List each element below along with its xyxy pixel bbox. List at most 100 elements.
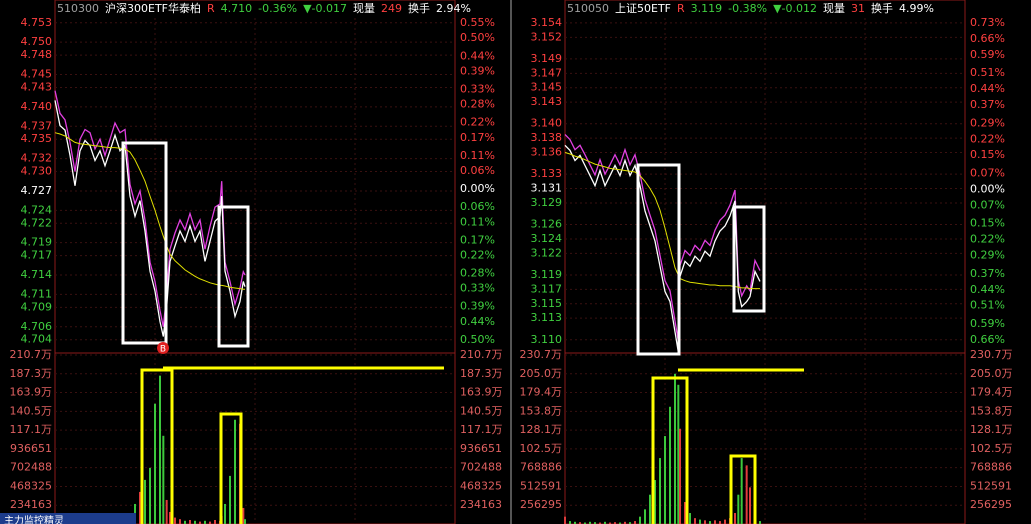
y-tick-label: 4.714 xyxy=(21,268,53,281)
vol-tick-label: 153.8万 xyxy=(520,404,563,417)
y-tick-label: 4.732 xyxy=(21,152,53,165)
vol-tick-label: 117.1万 xyxy=(460,423,503,436)
highlight-box xyxy=(217,205,250,348)
y2-tick-label: 0.22% xyxy=(460,116,495,129)
highlight-box xyxy=(140,368,174,524)
vol-tick-label: 128.1万 xyxy=(970,423,1013,436)
vol-tick-label: 117.1万 xyxy=(10,423,53,436)
volume-bar xyxy=(740,458,743,524)
y2-tick-label: 0.51% xyxy=(970,66,1005,79)
header-last-volume: 249 xyxy=(381,2,402,15)
y2-tick-label: 0.22% xyxy=(460,248,495,261)
volume-bar xyxy=(719,521,721,524)
y-tick-label: 3.124 xyxy=(531,232,563,245)
header-last-volume: 31 xyxy=(851,2,865,15)
y-tick-label: 3.154 xyxy=(531,16,563,29)
volume-bar xyxy=(694,518,696,524)
highlight-box xyxy=(651,376,689,524)
volume-bar xyxy=(244,519,246,524)
price-line xyxy=(564,134,761,342)
vol-tick-label: 256295 xyxy=(970,498,1012,511)
y-tick-label: 4.730 xyxy=(21,165,53,178)
y-tick-label: 4.722 xyxy=(21,216,53,229)
vol-tick-label: 179.4万 xyxy=(970,386,1013,399)
vol-tick-label: 512591 xyxy=(970,479,1012,492)
y2-tick-label: 0.66% xyxy=(970,32,1005,45)
y2-tick-label: 0.29% xyxy=(970,116,1005,129)
price-line xyxy=(54,132,245,290)
y-tick-label: 3.119 xyxy=(531,268,563,281)
volume-bar xyxy=(154,403,156,524)
volume-bar xyxy=(679,428,681,524)
volume-bar xyxy=(677,384,680,524)
vol-tick-label: 936651 xyxy=(10,442,52,455)
volume-bar xyxy=(634,521,636,524)
header-code: 510300 xyxy=(57,2,99,15)
highlight-box xyxy=(219,412,243,524)
header-volume-label: 现量 xyxy=(353,2,375,15)
header-change-pct: -0.36% xyxy=(258,2,297,15)
y2-tick-label: 0.39% xyxy=(460,64,495,77)
y2-tick-label: 0.15% xyxy=(970,148,1005,161)
volume-bar xyxy=(709,521,711,524)
volume-bar xyxy=(624,521,626,524)
vol-tick-label: 702488 xyxy=(10,461,52,474)
header-code: 510050 xyxy=(567,2,609,15)
volume-bar xyxy=(599,522,601,524)
y2-tick-label: 0.66% xyxy=(970,333,1005,346)
buy-marker: B xyxy=(160,345,166,355)
y2-tick-label: 0.44% xyxy=(970,283,1005,296)
highlight-box xyxy=(729,454,757,524)
vol-tick-label: 210.7万 xyxy=(10,348,53,361)
volume-bar xyxy=(214,519,216,524)
y2-tick-label: 0.50% xyxy=(460,333,495,346)
volume-bar xyxy=(184,520,186,524)
vol-tick-label: 230.7万 xyxy=(520,348,563,361)
y2-tick-label: 0.44% xyxy=(460,49,495,62)
vol-tick-label: 702488 xyxy=(460,461,502,474)
price-line xyxy=(54,90,246,327)
header-volume-label: 现量 xyxy=(823,2,845,15)
y2-tick-label: 0.22% xyxy=(970,132,1005,145)
buy-marker-dot xyxy=(157,342,169,354)
vol-tick-label: 936651 xyxy=(460,442,502,455)
volume-bar xyxy=(714,520,716,524)
volume-bar xyxy=(224,503,226,524)
y-tick-label: 3.122 xyxy=(531,246,563,259)
volume-bar xyxy=(649,494,651,524)
y2-tick-label: 0.39% xyxy=(460,300,495,313)
vol-tick-label: 468325 xyxy=(460,479,502,492)
vol-tick-label: 234163 xyxy=(10,498,52,511)
volume-bar xyxy=(604,521,606,524)
y-tick-label: 4.717 xyxy=(21,249,53,262)
y-tick-label: 3.138 xyxy=(531,131,563,144)
y2-tick-label: 0.37% xyxy=(970,267,1005,280)
header-turnover-label: 换手 xyxy=(871,1,893,15)
price-line xyxy=(564,152,760,290)
volume-bar xyxy=(704,520,706,524)
y-tick-label: 3.143 xyxy=(531,95,563,108)
footer-tab-bg[interactable] xyxy=(0,513,136,524)
volume-bar xyxy=(209,521,211,524)
y-tick-label: 4.709 xyxy=(21,300,53,313)
volume-bar xyxy=(169,511,171,524)
y2-tick-label: 0.33% xyxy=(460,282,495,295)
y-tick-label: 4.706 xyxy=(21,320,53,333)
footer-tab[interactable]: 主力监控精灵 xyxy=(4,514,64,524)
vol-tick-label: 128.1万 xyxy=(520,423,563,436)
y2-tick-label: 0.73% xyxy=(970,16,1005,29)
header-change-pct: -0.38% xyxy=(728,2,767,15)
volume-bar xyxy=(242,507,245,524)
y2-tick-label: 0.06% xyxy=(460,200,495,213)
y-tick-label: 4.727 xyxy=(21,184,53,197)
volume-bar xyxy=(745,465,748,524)
volume-bar xyxy=(574,521,576,524)
y2-tick-label: 0.59% xyxy=(970,48,1005,61)
volume-bar xyxy=(737,494,740,524)
volume-bar xyxy=(589,521,591,524)
vol-tick-label: 140.5万 xyxy=(460,404,503,417)
volume-bar xyxy=(724,519,726,524)
y2-tick-label: 0.44% xyxy=(970,82,1005,95)
header-change: ▼-0.012 xyxy=(773,2,817,15)
